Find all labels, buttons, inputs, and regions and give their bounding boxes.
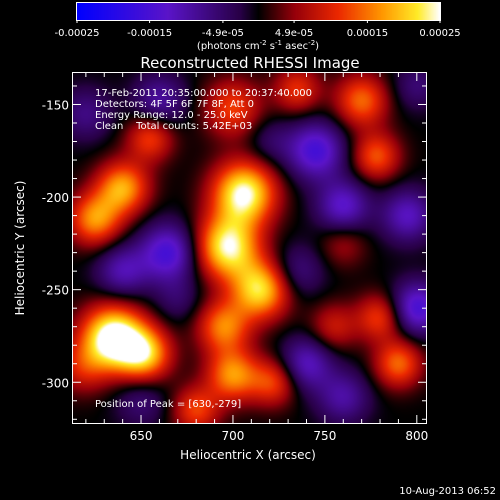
x-axis-label: Heliocentric X (arcsec) bbox=[180, 448, 316, 462]
colorbar-units-label: (photons cm-2 s-1 asec-2) bbox=[197, 39, 319, 52]
x-tick-label: 800 bbox=[405, 429, 428, 443]
y-tick-label: -250 bbox=[42, 284, 69, 298]
colorbar-tick-label: 0.00025 bbox=[419, 28, 460, 39]
colorbar-tick-label: -0.00015 bbox=[127, 28, 172, 39]
heatmap-image bbox=[73, 73, 426, 423]
y-axis-label: Heliocentric Y (arcsec) bbox=[13, 181, 27, 316]
info-energy-range: Energy Range: 12.0 - 25.0 keV bbox=[95, 110, 248, 121]
timestamp: 10-Aug-2013 06:52 bbox=[399, 486, 496, 497]
colorbar-frame bbox=[76, 2, 441, 21]
x-tick-label: 750 bbox=[313, 429, 336, 443]
y-tick-label: -150 bbox=[42, 98, 69, 112]
colorbar-tick-label: 4.9e-05 bbox=[275, 28, 313, 39]
info-annotations: 17-Feb-2011 20:35:00.000 to 20:37:40.000… bbox=[95, 88, 312, 410]
axis-ticks: 650 700 750 800 -150 -200 -250 -300 bbox=[42, 73, 428, 443]
plot-area: 650 700 750 800 -150 -200 -250 -300 bbox=[42, 72, 428, 443]
colorbar-tick-label: -0.00025 bbox=[55, 28, 100, 39]
colorbar-tick-label: -4.9e-05 bbox=[202, 28, 244, 39]
colorbar-ticks: -0.00025 -0.00015 -4.9e-05 4.9e-05 0.00015 0.… bbox=[55, 20, 461, 39]
info-total-counts: Clean Total counts: 5.42E+03 bbox=[95, 121, 252, 132]
chart-title: Reconstructed RHESSI Image bbox=[140, 54, 359, 72]
plot-frame bbox=[72, 72, 427, 424]
y-tick-label: -200 bbox=[42, 191, 69, 205]
y-tick-label: -300 bbox=[42, 376, 69, 390]
info-detectors: Detectors: 4F 5F 6F 7F 8F, Att 0 bbox=[95, 99, 254, 110]
colorbar-tick-label: 0.00015 bbox=[347, 28, 388, 39]
peak-position-text: Position of Peak = [630,-279] bbox=[95, 399, 241, 410]
colorbar-gradient bbox=[77, 3, 440, 20]
x-tick-label: 650 bbox=[130, 429, 153, 443]
colorbar: -0.00025 -0.00015 -4.9e-05 4.9e-05 0.00015 0.… bbox=[55, 2, 461, 52]
info-time-range: 17-Feb-2011 20:35:00.000 to 20:37:40.000 bbox=[95, 88, 312, 99]
x-tick-label: 700 bbox=[222, 429, 245, 443]
